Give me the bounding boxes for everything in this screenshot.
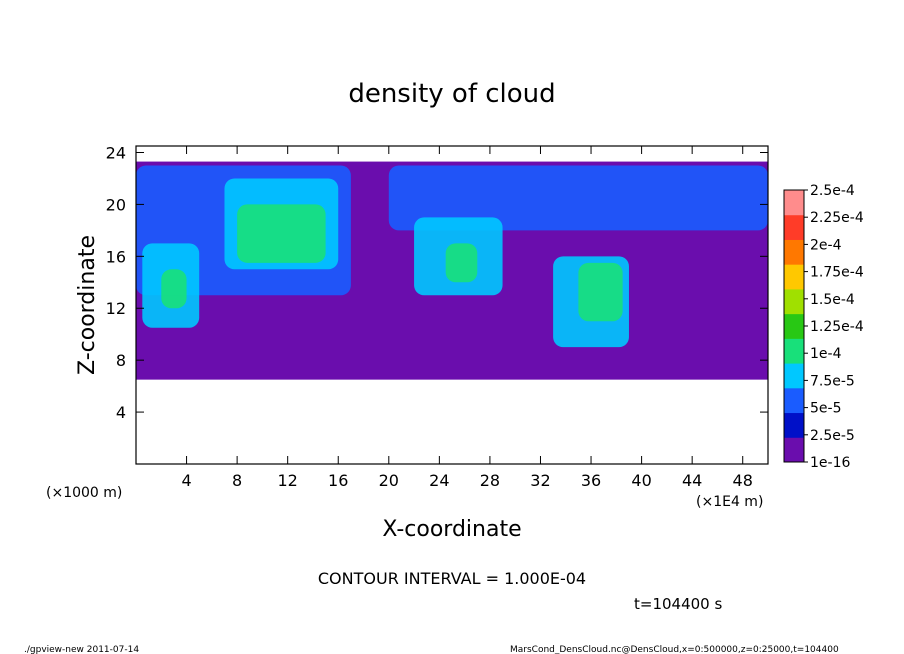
colorbar-segment [784,190,804,216]
y-tick-label: 16 [106,247,126,266]
colorbar-segment [784,387,804,414]
x-tick-label: 36 [581,471,601,490]
colorbar-label: 2e-4 [810,237,842,253]
colorbar-segment [784,338,804,364]
colorbar-label: 5e-5 [810,401,841,417]
x-tick-label: 16 [328,471,348,490]
y-tick-label: 8 [116,351,126,370]
colorbar-segment [784,363,804,389]
cloud-band [388,165,768,231]
y-axis-label: Z-coordinate [75,235,100,375]
x-axis-unit-left: (×1000 m) [46,485,122,501]
colorbar-segment [784,214,804,240]
colorbar-label: 1.75e-4 [810,265,864,281]
x-tick-label: 24 [429,471,449,490]
colorbar-label: 1e-16 [810,455,850,471]
colorbar-label: 7.5e-5 [810,373,855,389]
footer-program-date: ./gpview-new 2011-07-14 [24,645,139,654]
y-tick-label: 24 [106,143,126,162]
time-annotation: t=104400 s [634,595,722,613]
x-tick-label: 8 [232,471,242,490]
cloud-band [445,243,478,283]
x-tick-label: 48 [733,471,753,490]
colorbar-segment [784,313,804,339]
x-tick-label: 32 [530,471,550,490]
colorbar-segment [784,437,804,463]
y-axis-ticks: 4 8 12 16 20 24 [106,143,768,422]
x-tick-label: 44 [682,471,702,490]
y-tick-label: 4 [116,403,126,422]
colorbar-label: 2.5e-5 [810,428,855,444]
colorbar-label: 1e-4 [810,346,842,362]
y-tick-label: 20 [106,195,126,214]
colorbar-segment [784,264,804,290]
colorbar-segment [784,239,804,265]
colorbar-segment [784,412,804,438]
chart-title: density of cloud [348,79,555,109]
colorbar-label: 1.5e-4 [810,292,855,308]
x-tick-label: 4 [181,471,191,490]
x-tick-label: 28 [480,471,500,490]
plot-frame [135,145,769,465]
y-tick-label: 12 [106,299,126,318]
cloud-density-field [136,161,768,380]
contour-interval-note: CONTOUR INTERVAL = 1.000E-04 [318,569,586,588]
colorbar: 1e-16 2.5e-5 5e-5 7.5e-5 1e-4 1.25e-4 1.5e-4 1.… [783,183,864,471]
cloud-band [237,204,326,263]
footer-source: MarsCond_DensCloud.nc@DensCloud,x=0:5000… [510,645,839,654]
x-axis-label: X-coordinate [382,517,521,542]
colorbar-label: 1.25e-4 [810,319,864,335]
colorbar-label: 2.5e-4 [810,183,855,199]
x-tick-label: 20 [379,471,399,490]
cloud-band [578,262,623,322]
colorbar-label: 2.25e-4 [810,210,864,226]
x-axis-unit-right: (×1E4 m) [696,494,763,510]
cloud-band [161,269,187,309]
colorbar-segment [784,288,804,315]
x-axis-ticks: 4 8 12 16 20 24 28 32 36 40 44 48 [181,146,753,490]
x-tick-label: 12 [278,471,298,490]
x-tick-label: 40 [631,471,651,490]
